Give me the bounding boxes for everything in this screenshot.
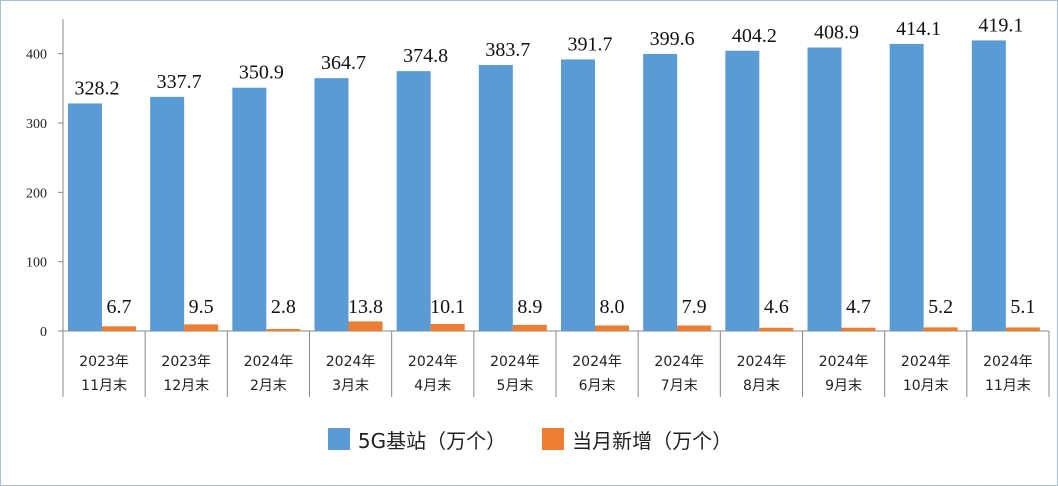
- data-label-monthly-new: 6.7: [107, 296, 132, 318]
- bar-5g-stations: [314, 78, 349, 332]
- bar-5g-stations: [807, 47, 842, 331]
- y-tick-label: 300: [26, 117, 47, 132]
- bar-5g-stations: [478, 64, 513, 331]
- data-label-5g-stations: 404.2: [732, 25, 777, 47]
- bar-5g-stations: [68, 103, 102, 331]
- data-label-5g-stations: 391.7: [568, 33, 613, 55]
- x-category-label-year: 2024年: [572, 354, 622, 370]
- bar-monthly-new: [677, 325, 712, 331]
- y-tick-label: 200: [26, 186, 47, 201]
- x-category-label-year: 2024年: [326, 354, 376, 370]
- x-category-label-month: 6月末: [579, 378, 616, 394]
- x-category-label-year: 2024年: [901, 354, 951, 370]
- bar-monthly-new: [348, 321, 383, 331]
- data-label-5g-stations: 383.7: [485, 39, 530, 61]
- legend-item-5g-stations: 5G基站（万个）: [327, 425, 507, 454]
- x-category-label-year: 2024年: [244, 354, 294, 370]
- y-tick-label: 0: [40, 325, 47, 340]
- data-label-5g-stations: 408.9: [814, 21, 859, 43]
- x-category-label-month: 5月末: [496, 378, 533, 394]
- data-label-monthly-new: 4.6: [764, 296, 789, 318]
- legend-item-monthly-new: 当月新增（万个）: [542, 425, 732, 454]
- data-label-monthly-new: 5.2: [928, 296, 953, 318]
- bar-monthly-new: [102, 326, 136, 331]
- bar-monthly-new: [923, 327, 958, 331]
- legend: 5G基站（万个） 当月新增（万个）: [1, 419, 1057, 459]
- data-label-5g-stations: 374.8: [403, 45, 448, 67]
- x-category-label-year: 2024年: [408, 354, 458, 370]
- x-category-label-year: 2024年: [490, 354, 540, 370]
- x-category-label-month: 4月末: [414, 378, 451, 394]
- x-category-label-month: 10月末: [903, 378, 949, 394]
- x-category-label-year: 2024年: [819, 354, 869, 370]
- bar-5g-stations: [232, 87, 267, 331]
- legend-swatch-monthly-new: [542, 428, 565, 450]
- bar-5g-stations: [150, 96, 185, 332]
- x-category-label-year: 2023年: [161, 354, 211, 370]
- data-label-monthly-new: 10.1: [430, 296, 465, 318]
- x-category-label-month: 9月末: [825, 378, 862, 394]
- bar-monthly-new: [841, 327, 876, 331]
- bar-monthly-new: [512, 324, 547, 331]
- y-tick-label: 400: [26, 48, 47, 63]
- legend-swatch-5g-stations: [327, 428, 350, 450]
- bar-5g-stations: [561, 59, 595, 332]
- x-category-label-month: 11月末: [81, 378, 127, 394]
- x-category-label-year: 2023年: [79, 354, 129, 370]
- x-category-label-month: 2月末: [250, 378, 287, 394]
- bar-monthly-new: [1005, 327, 1040, 331]
- data-label-monthly-new: 9.5: [189, 296, 214, 318]
- bar-5g-stations: [725, 50, 760, 331]
- bar-5g-stations: [643, 53, 678, 331]
- x-category-label-year: 2024年: [737, 354, 787, 370]
- data-label-monthly-new: 8.9: [517, 296, 542, 318]
- legend-label-monthly-new: 当月新增（万个）: [572, 428, 733, 453]
- data-label-5g-stations: 337.7: [157, 71, 202, 93]
- data-label-5g-stations: 399.6: [650, 28, 695, 50]
- data-label-5g-stations: 364.7: [321, 52, 366, 74]
- data-label-5g-stations: 414.1: [896, 18, 941, 40]
- x-category-label-month: 3月末: [332, 378, 369, 394]
- data-label-5g-stations: 328.2: [75, 77, 120, 99]
- data-label-5g-stations: 419.1: [978, 14, 1023, 36]
- data-label-monthly-new: 8.0: [600, 296, 625, 318]
- x-category-label-year: 2024年: [654, 354, 704, 370]
- bar-monthly-new: [266, 329, 301, 331]
- y-tick-label: 100: [26, 256, 47, 271]
- bar-monthly-new: [759, 327, 794, 331]
- x-category-label-month: 8月末: [743, 378, 780, 394]
- data-label-monthly-new: 4.7: [846, 296, 871, 318]
- x-category-label-month: 7月末: [661, 378, 698, 394]
- bar-monthly-new: [184, 324, 219, 331]
- x-category-label-month: 11月末: [985, 378, 1031, 394]
- bar-monthly-new: [595, 325, 629, 331]
- x-category-label-month: 12月末: [163, 378, 209, 394]
- bar-monthly-new: [430, 323, 465, 331]
- data-label-5g-stations: 350.9: [239, 62, 284, 84]
- bar-chart: 0 100 200 300 400 328.2 6.7 2023年 11月末 337.7 9.5 20…: [26, 14, 1050, 397]
- bar-5g-stations: [396, 71, 431, 331]
- bar-5g-stations: [889, 43, 924, 332]
- data-label-monthly-new: 13.8: [348, 296, 383, 318]
- data-label-monthly-new: 7.9: [682, 296, 707, 318]
- legend-label-5g-stations: 5G基站（万个）: [357, 428, 507, 453]
- x-category-label-year: 2024年: [983, 354, 1033, 370]
- data-label-monthly-new: 2.8: [271, 296, 296, 318]
- data-label-monthly-new: 5.1: [1010, 296, 1035, 318]
- bar-5g-stations: [971, 40, 1006, 331]
